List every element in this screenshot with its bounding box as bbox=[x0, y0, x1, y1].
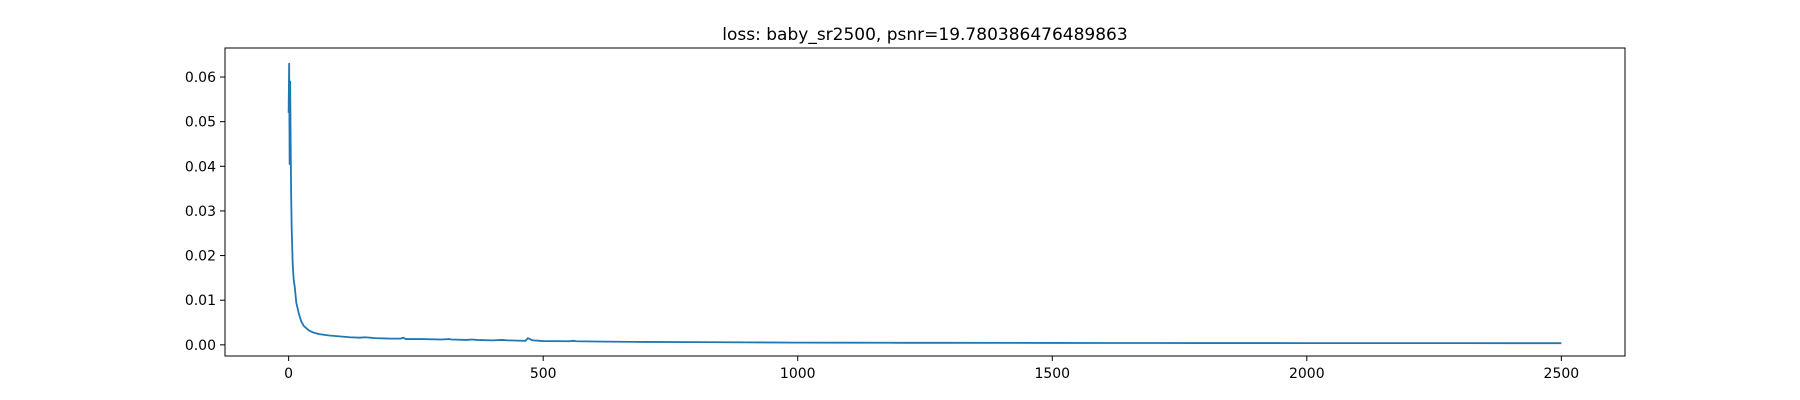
x-tick-label: 2000 bbox=[1289, 366, 1325, 382]
loss-series-line bbox=[287, 62, 1562, 345]
plot-frame bbox=[224, 47, 1626, 357]
chart-title: loss: baby_sr2500, psnr=19.7803864764898… bbox=[722, 25, 1127, 45]
x-tick-label: 0 bbox=[284, 366, 293, 382]
y-tick-label: 0.01 bbox=[185, 293, 216, 309]
y-tick-label: 0.02 bbox=[185, 249, 216, 265]
x-tick-label: 500 bbox=[530, 366, 557, 382]
y-axis-ticks: 0.00 0.01 0.02 0.03 0.04 0.05 0.06 bbox=[185, 70, 225, 354]
y-tick-label: 0.00 bbox=[185, 338, 216, 354]
y-tick-label: 0.06 bbox=[185, 70, 216, 86]
x-axis-ticks: 0 500 1000 1500 2000 2500 bbox=[284, 356, 1579, 382]
x-tick-label: 2500 bbox=[1544, 366, 1580, 382]
x-tick-label: 1500 bbox=[1034, 366, 1070, 382]
x-tick-label: 1000 bbox=[780, 366, 816, 382]
y-tick-label: 0.03 bbox=[185, 204, 216, 220]
y-tick-label: 0.04 bbox=[185, 159, 216, 175]
y-tick-label: 0.05 bbox=[185, 115, 216, 131]
series-layer bbox=[287, 62, 1562, 345]
